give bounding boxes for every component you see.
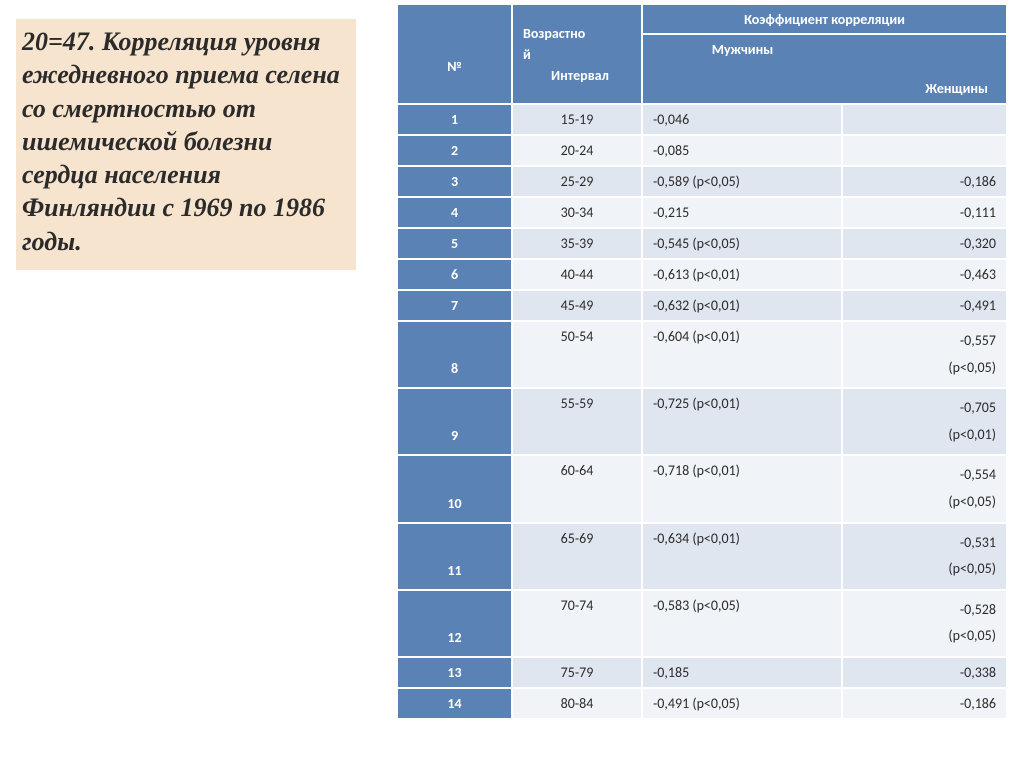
table-row: 640-44-0,613 (p<0,01)-0,463	[397, 259, 1007, 290]
cell-women: -0,705(p<0,01)	[842, 388, 1007, 455]
cell-age: 60-64	[512, 455, 642, 522]
age-header-line2: й	[523, 46, 531, 63]
table-row: 325-29-0,589 (p<0,05)-0,186	[397, 166, 1007, 197]
cell-age: 25-29	[512, 166, 642, 197]
table-row: 430-34-0,215-0,111	[397, 197, 1007, 228]
table-row: 1165-69-0,634 (p<0,01)-0,531(p<0,05)	[397, 523, 1007, 590]
cell-number: 6	[397, 259, 512, 290]
slide-title: 20=47. Корреляция уровня ежедневного при…	[22, 25, 350, 258]
cell-number: 1	[397, 104, 512, 135]
cell-women: -0,111	[842, 197, 1007, 228]
cell-women	[842, 104, 1007, 135]
cell-men: -0,718 (p<0,01)	[642, 455, 842, 522]
cell-women: -0,186	[842, 166, 1007, 197]
cell-men: -0,583 (p<0,05)	[642, 590, 842, 657]
cell-age: 70-74	[512, 590, 642, 657]
cell-women	[842, 135, 1007, 166]
table-row: 1480-84-0,491 (p<0,05)-0,186	[397, 688, 1007, 719]
cell-men: -0,185	[642, 657, 842, 688]
cell-age: 65-69	[512, 523, 642, 590]
cell-men: -0,085	[642, 135, 842, 166]
cell-men: -0,545 (p<0,05)	[642, 228, 842, 259]
cell-men: -0,634 (p<0,01)	[642, 523, 842, 590]
col-header-men: Мужчины	[642, 34, 842, 104]
cell-age: 35-39	[512, 228, 642, 259]
cell-age: 80-84	[512, 688, 642, 719]
cell-number: 9	[397, 388, 512, 455]
cell-men: -0,589 (p<0,05)	[642, 166, 842, 197]
cell-women: -0,338	[842, 657, 1007, 688]
cell-age: 20-24	[512, 135, 642, 166]
cell-men: -0,613 (p<0,01)	[642, 259, 842, 290]
correlation-table: № Возрастно й Интервал Коэффициент корре…	[396, 3, 1008, 720]
cell-number: 3	[397, 166, 512, 197]
cell-number: 2	[397, 135, 512, 166]
table-row: 1060-64-0,718 (p<0,01)-0,554(p<0,05)	[397, 455, 1007, 522]
cell-men: -0,725 (p<0,01)	[642, 388, 842, 455]
cell-number: 12	[397, 590, 512, 657]
col-header-women: Женщины	[842, 34, 1007, 104]
cell-number: 11	[397, 523, 512, 590]
table-row: 1270-74-0,583 (p<0,05)-0,528(p<0,05)	[397, 590, 1007, 657]
cell-men: -0,215	[642, 197, 842, 228]
cell-number: 4	[397, 197, 512, 228]
table-row: 850-54-0,604 (p<0,01)-0,557(p<0,05)	[397, 321, 1007, 388]
cell-number: 10	[397, 455, 512, 522]
cell-men: -0,632 (p<0,01)	[642, 290, 842, 321]
cell-age: 55-59	[512, 388, 642, 455]
cell-women: -0,320	[842, 228, 1007, 259]
cell-women: -0,528(p<0,05)	[842, 590, 1007, 657]
cell-women: -0,557(p<0,05)	[842, 321, 1007, 388]
cell-women: -0,531(p<0,05)	[842, 523, 1007, 590]
title-box: 20=47. Корреляция уровня ежедневного при…	[16, 19, 356, 270]
cell-number: 13	[397, 657, 512, 688]
cell-women: -0,554(p<0,05)	[842, 455, 1007, 522]
cell-number: 14	[397, 688, 512, 719]
cell-women: -0,491	[842, 290, 1007, 321]
cell-men: -0,604 (p<0,01)	[642, 321, 842, 388]
age-header-line1: Возрастно	[523, 25, 585, 42]
col-header-age: Возрастно й Интервал	[512, 4, 642, 104]
cell-age: 15-19	[512, 104, 642, 135]
table-row: 745-49-0,632 (p<0,01)-0,491	[397, 290, 1007, 321]
cell-number: 8	[397, 321, 512, 388]
table-row: 220-24-0,085	[397, 135, 1007, 166]
col-header-coef: Коэффициент корреляции	[642, 4, 1007, 34]
table-row: 115-19-0,046	[397, 104, 1007, 135]
col-header-number: №	[397, 4, 512, 104]
cell-women: -0,186	[842, 688, 1007, 719]
cell-number: 7	[397, 290, 512, 321]
age-header-line3: Интервал	[523, 67, 609, 84]
table-row: 535-39-0,545 (p<0,05)-0,320	[397, 228, 1007, 259]
cell-age: 45-49	[512, 290, 642, 321]
table-body: 115-19-0,046220-24-0,085325-29-0,589 (p<…	[397, 104, 1007, 719]
correlation-table-wrap: № Возрастно й Интервал Коэффициент корре…	[396, 3, 1006, 720]
cell-women: -0,463	[842, 259, 1007, 290]
cell-number: 5	[397, 228, 512, 259]
cell-age: 50-54	[512, 321, 642, 388]
table-row: 955-59-0,725 (p<0,01)-0,705(p<0,01)	[397, 388, 1007, 455]
cell-men: -0,491 (p<0,05)	[642, 688, 842, 719]
cell-men: -0,046	[642, 104, 842, 135]
table-row: 1375-79-0,185-0,338	[397, 657, 1007, 688]
cell-age: 40-44	[512, 259, 642, 290]
cell-age: 30-34	[512, 197, 642, 228]
cell-age: 75-79	[512, 657, 642, 688]
